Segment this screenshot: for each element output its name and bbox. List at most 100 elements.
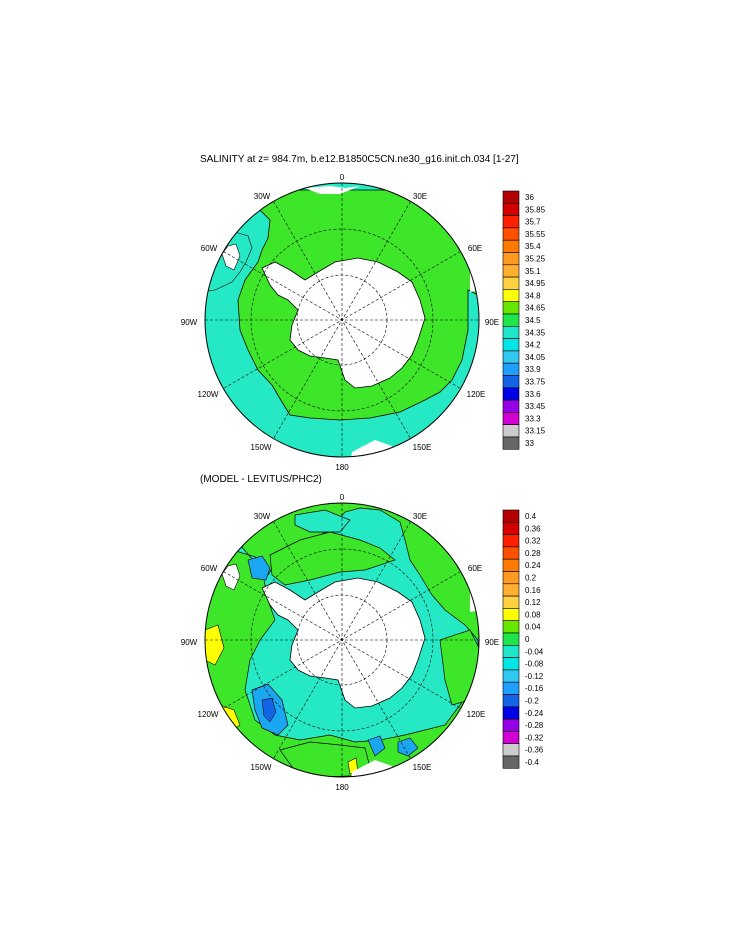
- ocean-blue-region: [397, 737, 419, 757]
- colorbar-label: 33: [525, 439, 534, 448]
- colorbar-label: 33.9: [525, 365, 541, 374]
- colorbar-swatch: [502, 632, 520, 646]
- lon-label: 60W: [201, 564, 218, 573]
- lon-label: 0: [340, 493, 345, 502]
- colorbar-swatch: [502, 436, 520, 450]
- colorbar-label: 34.05: [525, 353, 546, 362]
- lon-label: 150E: [413, 443, 432, 452]
- colorbar-label: -0.32: [525, 733, 544, 742]
- colorbar-label: -0.2: [525, 697, 539, 706]
- colorbar-swatch: [502, 375, 520, 389]
- colorbar-swatch: [502, 215, 520, 229]
- colorbar-label: 34.35: [525, 328, 546, 337]
- lon-label: 90E: [485, 638, 499, 647]
- colorbar-label: 33.75: [525, 378, 546, 387]
- colorbar-label: 34.65: [525, 304, 546, 313]
- lon-label: 90W: [181, 318, 198, 327]
- colorbar-label: 0.12: [525, 598, 541, 607]
- colorbar-swatch: [502, 387, 520, 401]
- panel1-title: SALINITY at z= 984.7m, b.e12.B1850C5CN.n…: [200, 154, 519, 165]
- ocean-yellow-region: [205, 624, 225, 666]
- colorbar-label: 33.6: [525, 390, 541, 399]
- colorbar-label: 35.55: [525, 230, 546, 239]
- colorbar-swatch: [502, 595, 520, 609]
- colorbar-swatch: [502, 657, 520, 671]
- colorbar-label: -0.28: [525, 721, 544, 730]
- lon-label: 30W: [254, 192, 271, 201]
- lon-label: 60E: [468, 244, 482, 253]
- colorbar-label: 0.36: [525, 524, 541, 533]
- colorbar-swatch: [502, 350, 520, 364]
- colorbar-label: 0.04: [525, 623, 541, 632]
- colorbar-swatch: [502, 583, 520, 597]
- colorbar-swatch: [502, 743, 520, 757]
- colorbar-label: -0.12: [525, 672, 544, 681]
- colorbar-swatch: [502, 338, 520, 352]
- colorbar-swatch: [502, 669, 520, 683]
- lon-label: 180: [335, 463, 349, 472]
- lon-label: 150W: [251, 763, 272, 772]
- colorbar-swatch: [502, 694, 520, 708]
- lon-label: 90W: [181, 638, 198, 647]
- colorbar-label: 0.28: [525, 549, 541, 558]
- lon-label: 120W: [198, 390, 219, 399]
- colorbar-label: 0.24: [525, 561, 541, 570]
- colorbar-swatch: [502, 313, 520, 327]
- colorbar-swatch: [502, 571, 520, 585]
- lon-label: 30W: [254, 512, 271, 521]
- colorbar-label: 0.16: [525, 586, 541, 595]
- map-border: [204, 182, 480, 458]
- lon-label: 30E: [413, 192, 427, 201]
- salinity-map: 0 30E 60E 90E 120E 150E 180 150W 120W 90…: [181, 173, 499, 472]
- colorbar-label: 0.4: [525, 512, 537, 521]
- colorbar-label: -0.24: [525, 709, 544, 718]
- difference-colorbar: 0.4 0.36 0.32 0.28 0.24 0.2 0.16 0.12 0.08 0.04 0 -…: [502, 509, 544, 769]
- colorbar-label: 0.08: [525, 610, 541, 619]
- colorbar-label: 0.2: [525, 574, 537, 583]
- colorbar-swatch: [502, 325, 520, 339]
- colorbar-label: 33.45: [525, 402, 546, 411]
- panel2-title: (MODEL - LEVITUS/PHC2): [200, 474, 322, 485]
- colorbar-swatch: [502, 412, 520, 425]
- colorbar-swatch: [502, 681, 520, 695]
- lon-label: 0: [340, 173, 345, 182]
- colorbar-label: 33.15: [525, 427, 546, 436]
- colorbar-swatch: [502, 718, 520, 732]
- colorbar-swatch: [502, 558, 520, 572]
- colorbar-swatch: [502, 252, 520, 266]
- colorbar-label: 35.7: [525, 218, 541, 227]
- colorbar-label: 34.95: [525, 279, 546, 288]
- ocean-blue-region: [261, 697, 277, 723]
- colorbar-label: 35.1: [525, 267, 541, 276]
- colorbar-label: 34.5: [525, 316, 541, 325]
- lon-label: 150W: [251, 443, 272, 452]
- colorbar-label: -0.08: [525, 660, 544, 669]
- land-patch: [470, 570, 479, 612]
- colorbar-swatch: [502, 399, 520, 413]
- colorbar-swatch: [502, 608, 520, 622]
- colorbar-label: 34.2: [525, 341, 541, 350]
- ocean-blue-region: [247, 555, 271, 581]
- colorbar-swatch: [502, 644, 520, 658]
- colorbar-swatch: [502, 546, 520, 560]
- colorbar-swatch: [502, 755, 520, 769]
- land-patch: [470, 250, 479, 292]
- colorbar-swatch: [502, 289, 520, 302]
- salinity-colorbar: 36 35.85 35.7 35.55 35.4 35.25 35.1 34.95 34.8 34…: [502, 190, 546, 450]
- lon-label: 60W: [201, 244, 218, 253]
- ocean-green-region: [269, 531, 396, 586]
- colorbar-swatch: [502, 190, 520, 204]
- colorbar-label: 0: [525, 635, 530, 644]
- colorbar-swatch: [502, 362, 520, 376]
- colorbar-label: 35.85: [525, 205, 546, 214]
- colorbar-label: -0.36: [525, 746, 544, 755]
- lon-label: 120W: [198, 710, 219, 719]
- colorbar-swatch: [502, 620, 520, 634]
- lon-label: 30E: [413, 512, 427, 521]
- colorbar-swatch: [502, 509, 520, 523]
- colorbar-swatch: [502, 534, 520, 548]
- lon-label: 90E: [485, 318, 499, 327]
- lon-label: 180: [335, 783, 349, 792]
- colorbar-label: 0.32: [525, 537, 541, 546]
